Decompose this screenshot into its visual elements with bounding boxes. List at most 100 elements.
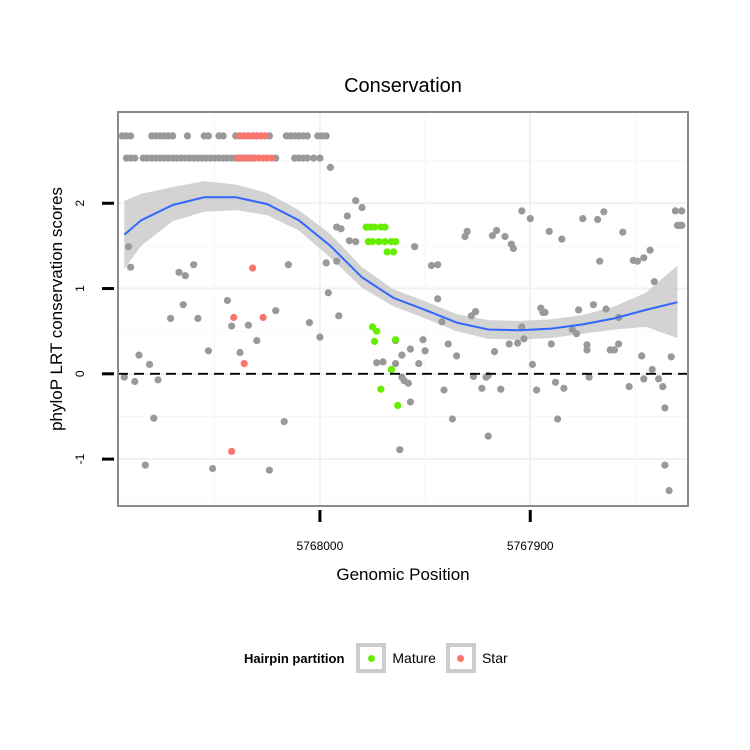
point-mature — [368, 238, 377, 246]
point-other — [619, 228, 627, 236]
legend: Hairpin partition Mature Star — [244, 640, 518, 676]
data-points — [118, 132, 686, 495]
point-other — [404, 379, 412, 387]
point-other — [228, 322, 236, 330]
point-other — [583, 341, 591, 349]
point-star — [267, 154, 276, 162]
point-other — [547, 340, 555, 348]
point-mature — [389, 248, 398, 256]
point-mature — [371, 223, 379, 231]
point-other — [181, 272, 189, 280]
point-other — [661, 461, 669, 469]
point-other — [343, 212, 351, 220]
point-other — [497, 385, 505, 393]
legend-item-mature: Mature — [356, 643, 436, 673]
point-mature — [375, 238, 383, 246]
point-other — [661, 404, 669, 412]
point-star — [228, 447, 236, 455]
legend-dot-mature-icon — [367, 654, 375, 662]
point-other — [421, 347, 429, 355]
point-other — [551, 378, 560, 386]
point-other — [127, 263, 135, 271]
point-other — [127, 132, 135, 140]
smooth-line-layer — [123, 196, 678, 332]
point-other — [484, 432, 492, 440]
point-mature — [392, 336, 400, 344]
point-other — [303, 132, 311, 140]
point-star — [249, 264, 257, 272]
x-tick-label: 5767900 — [507, 539, 554, 553]
point-other — [594, 215, 602, 224]
legend-dot-star-icon — [457, 654, 465, 662]
point-other — [150, 414, 158, 422]
point-mature — [373, 327, 381, 335]
point-other — [501, 232, 509, 241]
point-other — [488, 232, 496, 240]
point-other — [358, 203, 366, 212]
point-mature — [371, 337, 379, 345]
smooth-ribbon — [124, 181, 678, 340]
point-other — [415, 360, 423, 368]
point-other — [440, 386, 448, 394]
point-other — [434, 261, 442, 269]
point-other — [554, 415, 562, 423]
legend-title: Hairpin partition — [244, 650, 345, 666]
point-other — [190, 261, 198, 269]
point-other — [345, 237, 353, 245]
point-other — [640, 375, 648, 383]
point-other — [448, 415, 456, 423]
point-other — [579, 215, 587, 223]
point-other — [204, 347, 212, 355]
point-other — [625, 383, 633, 391]
smooth-line — [123, 196, 678, 332]
legend-item-star: Star — [445, 643, 508, 673]
point-other — [183, 132, 191, 140]
point-other — [583, 346, 591, 354]
point-other — [396, 446, 404, 454]
point-other — [533, 386, 541, 394]
point-other — [316, 154, 324, 162]
point-other — [303, 154, 311, 162]
point-mature — [381, 223, 389, 231]
point-other — [528, 360, 537, 368]
point-other — [453, 352, 461, 360]
point-other — [373, 359, 381, 367]
point-other — [194, 314, 202, 322]
point-other — [398, 351, 406, 359]
point-other — [219, 132, 227, 140]
x-axis: 5768000 5767900 — [297, 510, 554, 553]
point-other — [335, 312, 343, 320]
point-other — [490, 348, 499, 356]
point-other — [667, 353, 675, 361]
x-tick-label: 5768000 — [297, 539, 344, 553]
point-other — [463, 227, 471, 235]
point-other — [411, 243, 419, 251]
point-other — [665, 487, 673, 495]
point-other — [520, 335, 528, 343]
point-other — [204, 132, 212, 140]
point-other — [572, 330, 581, 338]
point-other — [640, 254, 648, 262]
point-other — [650, 278, 658, 286]
y-tick-label: 0 — [73, 370, 87, 377]
point-other — [505, 340, 513, 348]
point-other — [585, 373, 593, 381]
point-other — [120, 373, 128, 381]
point-other — [615, 340, 623, 348]
point-other — [280, 418, 288, 426]
point-other — [427, 261, 435, 270]
point-other — [406, 345, 414, 353]
point-other — [558, 235, 566, 243]
point-other — [541, 308, 549, 316]
point-other — [284, 261, 292, 269]
y-tick-label: 1 — [73, 285, 87, 292]
point-other — [223, 296, 231, 305]
point-other — [175, 268, 183, 276]
point-other — [589, 301, 598, 309]
point-other — [131, 377, 139, 386]
point-star — [240, 360, 248, 368]
point-other — [253, 337, 261, 345]
y-tick-label: 2 — [73, 200, 87, 207]
chart-title: Conservation — [344, 75, 462, 97]
point-other — [326, 163, 334, 171]
